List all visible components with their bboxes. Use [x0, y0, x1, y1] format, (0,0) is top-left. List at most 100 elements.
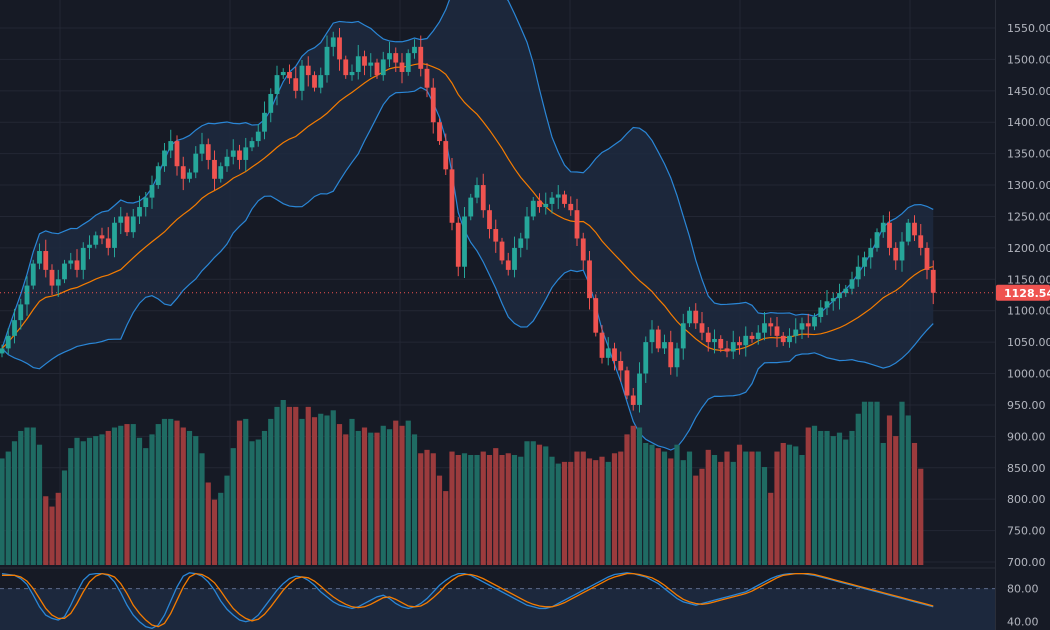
- candle[interactable]: [430, 78, 436, 134]
- candle[interactable]: [605, 337, 611, 366]
- candle[interactable]: [887, 211, 892, 256]
- candle[interactable]: [543, 192, 549, 215]
- candle[interactable]: [762, 311, 767, 341]
- candle[interactable]: [512, 236, 517, 278]
- candle[interactable]: [449, 158, 455, 231]
- candle[interactable]: [568, 196, 574, 216]
- candle[interactable]: [899, 232, 905, 272]
- candle[interactable]: [149, 175, 155, 209]
- candle[interactable]: [337, 28, 342, 71]
- candle[interactable]: [824, 289, 830, 316]
- candle[interactable]: [274, 65, 280, 106]
- candle[interactable]: [243, 137, 249, 172]
- candle[interactable]: [668, 330, 674, 375]
- candle[interactable]: [68, 252, 74, 270]
- candle[interactable]: [287, 64, 292, 84]
- candle[interactable]: [112, 217, 117, 258]
- candle[interactable]: [349, 64, 355, 81]
- candle[interactable]: [312, 71, 317, 92]
- candle[interactable]: [0, 344, 5, 358]
- candle[interactable]: [774, 316, 780, 348]
- candle[interactable]: [855, 255, 861, 287]
- candle[interactable]: [87, 235, 92, 260]
- candle[interactable]: [299, 60, 305, 101]
- candle[interactable]: [462, 207, 467, 279]
- candle[interactable]: [324, 35, 330, 83]
- candle[interactable]: [655, 325, 661, 353]
- candle[interactable]: [205, 138, 211, 170]
- candle[interactable]: [437, 118, 442, 145]
- candle[interactable]: [755, 325, 761, 345]
- candle[interactable]: [587, 251, 592, 310]
- candle[interactable]: [580, 232, 586, 270]
- candle[interactable]: [905, 218, 911, 246]
- candle[interactable]: [849, 271, 855, 295]
- candlesticks[interactable]: [0, 28, 936, 413]
- candle[interactable]: [893, 242, 899, 270]
- candle[interactable]: [480, 173, 486, 218]
- candle[interactable]: [930, 260, 936, 305]
- candle[interactable]: [412, 39, 417, 59]
- candle[interactable]: [924, 242, 930, 280]
- candle[interactable]: [74, 249, 80, 278]
- candle[interactable]: [230, 139, 236, 165]
- candle[interactable]: [687, 306, 692, 328]
- candle[interactable]: [280, 68, 286, 79]
- candle[interactable]: [362, 50, 367, 76]
- candle[interactable]: [555, 185, 561, 209]
- candle[interactable]: [830, 292, 836, 311]
- candle[interactable]: [105, 227, 111, 256]
- candle[interactable]: [18, 298, 24, 330]
- candle[interactable]: [305, 56, 311, 87]
- candle[interactable]: [387, 41, 392, 67]
- candle[interactable]: [49, 264, 55, 295]
- candle[interactable]: [868, 238, 874, 269]
- candle[interactable]: [80, 242, 86, 280]
- candle[interactable]: [24, 276, 30, 316]
- candle[interactable]: [249, 137, 255, 152]
- candle[interactable]: [749, 332, 755, 343]
- candle[interactable]: [5, 328, 11, 355]
- candle[interactable]: [187, 168, 192, 183]
- candle[interactable]: [780, 332, 786, 346]
- candle[interactable]: [843, 284, 849, 297]
- candle[interactable]: [649, 320, 655, 354]
- candle[interactable]: [505, 252, 511, 276]
- candle[interactable]: [118, 207, 124, 235]
- candle[interactable]: [549, 191, 555, 214]
- candle[interactable]: [399, 53, 405, 84]
- candle[interactable]: [799, 317, 805, 339]
- candle[interactable]: [374, 58, 380, 79]
- candle[interactable]: [455, 217, 461, 277]
- candle[interactable]: [93, 231, 99, 249]
- candle[interactable]: [918, 224, 924, 256]
- candle[interactable]: [343, 55, 349, 79]
- candle[interactable]: [368, 53, 374, 78]
- candle[interactable]: [443, 133, 449, 176]
- candle[interactable]: [593, 294, 599, 337]
- candle[interactable]: [787, 328, 792, 348]
- candle[interactable]: [612, 342, 617, 371]
- candle[interactable]: [768, 317, 774, 336]
- candle[interactable]: [637, 362, 642, 413]
- candle[interactable]: [837, 283, 842, 310]
- candle[interactable]: [99, 227, 105, 245]
- candle[interactable]: [330, 31, 336, 57]
- candle[interactable]: [124, 212, 130, 236]
- candle[interactable]: [55, 269, 61, 297]
- candle[interactable]: [355, 44, 361, 80]
- candle[interactable]: [393, 47, 399, 72]
- candle[interactable]: [730, 330, 736, 360]
- candle[interactable]: [137, 195, 142, 225]
- candle[interactable]: [168, 129, 174, 159]
- candle[interactable]: [537, 193, 542, 213]
- candle[interactable]: [912, 215, 917, 241]
- candle[interactable]: [43, 239, 49, 278]
- candle[interactable]: [524, 207, 530, 250]
- candle[interactable]: [318, 67, 324, 94]
- candle[interactable]: [737, 336, 742, 355]
- candle[interactable]: [818, 300, 824, 323]
- candle[interactable]: [487, 204, 492, 239]
- candle[interactable]: [712, 329, 717, 354]
- candle[interactable]: [218, 162, 224, 183]
